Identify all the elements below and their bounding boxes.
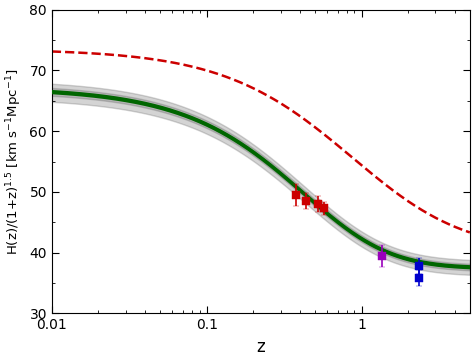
Y-axis label: H(z)/(1+z)$^{1.5}$ [km s$^{-1}$Mpc$^{-1}$]: H(z)/(1+z)$^{1.5}$ [km s$^{-1}$Mpc$^{-1}…: [4, 68, 24, 255]
X-axis label: z: z: [256, 338, 265, 356]
